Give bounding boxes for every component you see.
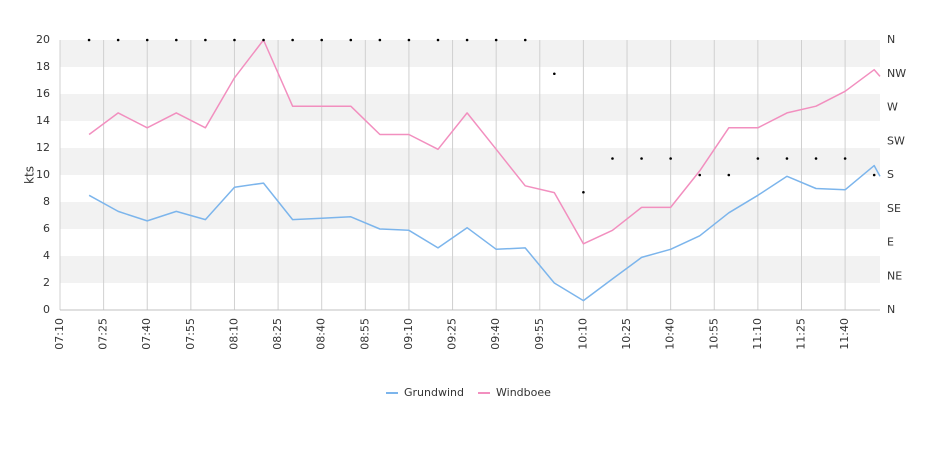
direction-marker — [698, 173, 702, 177]
series-line-grundwind — [88, 164, 881, 302]
right-direction-axis: N NE E SE S SW W NW N — [887, 33, 906, 316]
direction-tick-label: S — [887, 168, 894, 181]
x-tick-label: 08:40 — [315, 318, 328, 350]
x-tick-label: 10:25 — [620, 318, 633, 350]
direction-marker — [233, 38, 236, 42]
plot-bands — [60, 40, 880, 310]
direction-marker — [407, 38, 411, 42]
direction-marker — [669, 157, 672, 160]
legend-label-windboee: Windboee — [496, 386, 551, 399]
plot-band — [60, 202, 880, 229]
direction-marker — [378, 38, 382, 42]
direction-markers — [87, 38, 876, 194]
series-lines — [88, 39, 881, 302]
direction-tick-label: NW — [887, 67, 906, 80]
direction-marker — [145, 38, 149, 42]
y-axis-title: kts — [23, 166, 37, 184]
direction-tick-label: NE — [887, 269, 902, 282]
direction-marker — [116, 38, 120, 42]
x-tick-label: 11:25 — [794, 318, 807, 350]
direction-marker — [175, 38, 178, 42]
y-tick-label: 6 — [43, 222, 50, 235]
direction-marker — [204, 38, 207, 42]
y-tick-label: 0 — [43, 303, 50, 316]
x-tick-label: 10:55 — [707, 318, 720, 350]
x-tick-label: 07:40 — [140, 318, 153, 350]
x-tick-label: 09:10 — [402, 318, 415, 350]
y-tick-label: 20 — [36, 33, 50, 46]
direction-marker — [814, 157, 818, 160]
plot-band — [60, 256, 880, 283]
y-tick-label: 2 — [43, 276, 50, 289]
direction-marker — [494, 38, 498, 42]
direction-tick-label: W — [887, 101, 898, 114]
direction-marker — [553, 72, 556, 76]
x-tick-label: 08:10 — [227, 318, 240, 350]
direction-marker — [465, 38, 469, 42]
left-y-axis: 0 2 4 6 8 10 12 14 16 18 20 — [36, 33, 50, 316]
plot-band — [60, 229, 880, 256]
x-tick-label: 11:40 — [838, 318, 851, 350]
y-tick-label: 12 — [36, 141, 50, 154]
plot-band — [60, 40, 880, 67]
direction-marker — [291, 38, 294, 42]
legend: Grundwind Windboee — [386, 386, 551, 399]
x-axis: 07:10 07:25 07:40 07:55 08:10 08:25 08:40 08:55… — [53, 309, 880, 350]
direction-marker — [785, 157, 789, 160]
direction-tick-label: N — [887, 303, 895, 316]
plot-band — [60, 175, 880, 202]
direction-tick-label: SE — [887, 202, 901, 215]
x-tick-label: 09:40 — [489, 318, 502, 350]
y-tick-label: 14 — [36, 114, 50, 127]
x-tick-label: 10:10 — [576, 318, 589, 350]
direction-marker — [349, 38, 353, 42]
direction-tick-label: N — [887, 33, 895, 46]
direction-tick-label: SW — [887, 134, 905, 147]
direction-marker — [843, 157, 847, 160]
y-tick-label: 16 — [36, 87, 50, 100]
legend-item-windboee[interactable]: Windboee — [478, 386, 551, 399]
legend-label-grundwind: Grundwind — [404, 386, 464, 399]
series-line-windboee — [88, 39, 881, 245]
vertical-gridlines — [59, 40, 846, 310]
direction-marker — [727, 173, 731, 177]
x-tick-label: 08:55 — [358, 318, 371, 350]
direction-marker — [756, 157, 760, 160]
plot-band — [60, 121, 880, 148]
x-tick-label: 07:25 — [97, 318, 110, 350]
direction-marker — [320, 38, 324, 42]
plot-band — [60, 283, 880, 310]
plot-band — [60, 148, 880, 175]
direction-marker — [582, 190, 585, 194]
y-tick-label: 4 — [43, 249, 50, 262]
direction-marker — [523, 38, 527, 42]
y-tick-label: 8 — [43, 195, 50, 208]
y-tick-label: 18 — [36, 60, 50, 73]
direction-marker — [640, 157, 643, 160]
y-tick-label: 10 — [36, 168, 50, 181]
x-tick-label: 11:10 — [751, 318, 764, 350]
direction-tick-label: E — [887, 236, 894, 249]
direction-marker — [87, 38, 91, 42]
direction-marker — [436, 38, 440, 42]
x-tick-label: 10:40 — [664, 318, 677, 350]
x-tick-label: 07:55 — [184, 318, 197, 350]
direction-marker — [872, 173, 876, 177]
plot-band — [60, 67, 880, 94]
x-tick-label: 09:25 — [446, 318, 459, 350]
direction-marker — [262, 38, 265, 42]
direction-marker — [611, 157, 614, 160]
x-tick-label: 09:55 — [533, 318, 546, 350]
x-tick-label: 07:10 — [53, 318, 66, 350]
legend-item-grundwind[interactable]: Grundwind — [386, 386, 464, 399]
x-tick-label: 08:25 — [271, 318, 284, 350]
